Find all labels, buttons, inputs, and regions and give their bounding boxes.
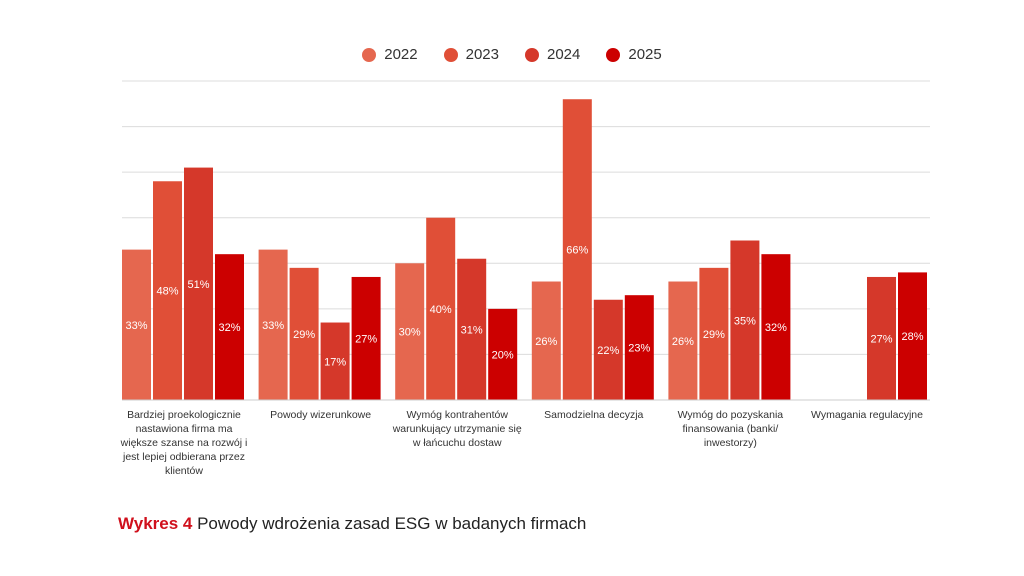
chart-caption: Wykres 4 Powody wdrożenia zasad ESG w ba… — [118, 514, 586, 534]
data-label: 32% — [218, 322, 240, 334]
bar-2025 — [624, 295, 654, 400]
data-label: 28% — [901, 331, 923, 343]
data-label: 20% — [492, 349, 514, 361]
legend-label: 2022 — [384, 46, 418, 63]
data-label: 33% — [262, 320, 284, 332]
legend-swatch — [362, 47, 377, 62]
bar-2024 — [867, 276, 896, 400]
bar-2025 — [488, 308, 518, 400]
legend: 2022 2023 2024 2025 — [0, 46, 1024, 63]
data-label: 27% — [870, 333, 892, 345]
category-label: Wymóg kontrahentów warunkujący utrzymani… — [392, 409, 522, 449]
category-label: Powody wizerunkowe — [270, 409, 372, 421]
data-label: 27% — [355, 333, 377, 345]
bar-2022 — [122, 249, 151, 400]
data-label: 23% — [628, 343, 650, 355]
bar-2025 — [351, 276, 381, 400]
legend-label: 2025 — [628, 46, 662, 63]
data-label: 51% — [187, 279, 209, 291]
category-label: Wymóg do pozyskania finansowania (banki/… — [677, 409, 784, 449]
data-label: 66% — [566, 245, 588, 257]
legend-swatch — [525, 47, 539, 62]
data-label: 35% — [734, 315, 756, 327]
legend-swatch — [443, 47, 458, 62]
data-label: 26% — [535, 336, 557, 348]
legend-item: 2022 — [362, 46, 418, 63]
caption-text: Powody wdrożenia zasad ESG w badanych fi… — [192, 514, 587, 533]
data-label: 29% — [293, 329, 315, 341]
data-label: 26% — [672, 336, 694, 348]
bar-2024 — [320, 322, 350, 400]
bar-2024 — [184, 167, 213, 400]
legend-item: 2024 — [525, 46, 580, 63]
bar-2023 — [426, 217, 456, 400]
category-label: Samodzielna decyzja — [544, 409, 644, 421]
bar-2023 — [153, 181, 182, 400]
bar-2022 — [668, 281, 698, 400]
caption-prefix: Wykres 4 — [118, 514, 193, 533]
bar-2022 — [258, 249, 288, 400]
bar-2022 — [531, 281, 561, 400]
data-label: 22% — [597, 345, 619, 357]
legend-item: 2025 — [606, 46, 662, 63]
data-label: 32% — [765, 322, 787, 334]
bar-2023 — [699, 267, 729, 400]
data-label: 48% — [156, 286, 178, 298]
data-label: 17% — [324, 356, 346, 368]
data-label: 29% — [703, 329, 725, 341]
bar-2024 — [730, 240, 760, 400]
data-label: 33% — [125, 320, 147, 332]
bar-2023 — [289, 267, 319, 400]
bar-2025 — [898, 272, 927, 400]
bar-2024 — [593, 299, 623, 400]
legend-label: 2023 — [465, 46, 499, 63]
bar-2022 — [395, 263, 425, 400]
bar-2025 — [215, 254, 244, 400]
category-label: Bardziej proekologicznie nastawiona firm… — [120, 409, 248, 477]
category-label: Wymagania regulacyjne — [811, 409, 923, 421]
bar-2023 — [562, 99, 592, 400]
legend-item: 2023 — [443, 46, 499, 63]
bar-2024 — [457, 258, 487, 400]
bar-2025 — [761, 254, 791, 400]
legend-swatch — [606, 47, 621, 62]
data-label: 31% — [461, 324, 483, 336]
legend-label: 2024 — [547, 46, 581, 63]
data-label: 40% — [430, 304, 452, 316]
data-label: 30% — [399, 327, 421, 339]
